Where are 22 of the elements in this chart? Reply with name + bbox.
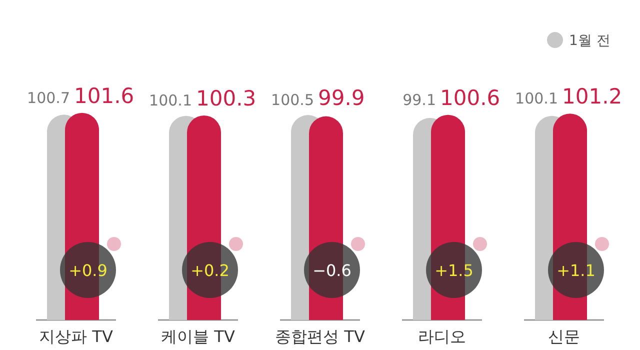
data-label: 100.5 (271, 91, 314, 110)
data-label: 99.9 (318, 86, 365, 110)
data-label: 100.6 (440, 86, 500, 110)
data-label: 100.7 (27, 88, 70, 107)
data-label: 100.1 (149, 91, 192, 110)
annotation: +1.1 (556, 261, 596, 280)
data-label: 101.6 (74, 84, 134, 108)
data-label: 101.2 (562, 84, 622, 109)
x-tick-label: 지상파 TV (39, 327, 113, 346)
data-label: 100.1 (515, 90, 558, 108)
data-label: 100.3 (196, 86, 256, 110)
x-tick-label: 종합편성 TV (275, 327, 365, 346)
annotation: −0.6 (312, 261, 352, 280)
x-tick-label: 신문 (548, 327, 580, 346)
annotation: +0.9 (68, 261, 108, 280)
legend: 1월 전 (547, 32, 610, 49)
annotation: +0.2 (190, 261, 230, 280)
x-tick-label: 케이블 TV (161, 327, 235, 346)
annotation: +1.5 (434, 261, 474, 280)
x-tick-label: 라디오 (418, 327, 466, 346)
legend-label: 1월 전 (569, 33, 610, 49)
data-label: 99.1 (402, 90, 436, 109)
